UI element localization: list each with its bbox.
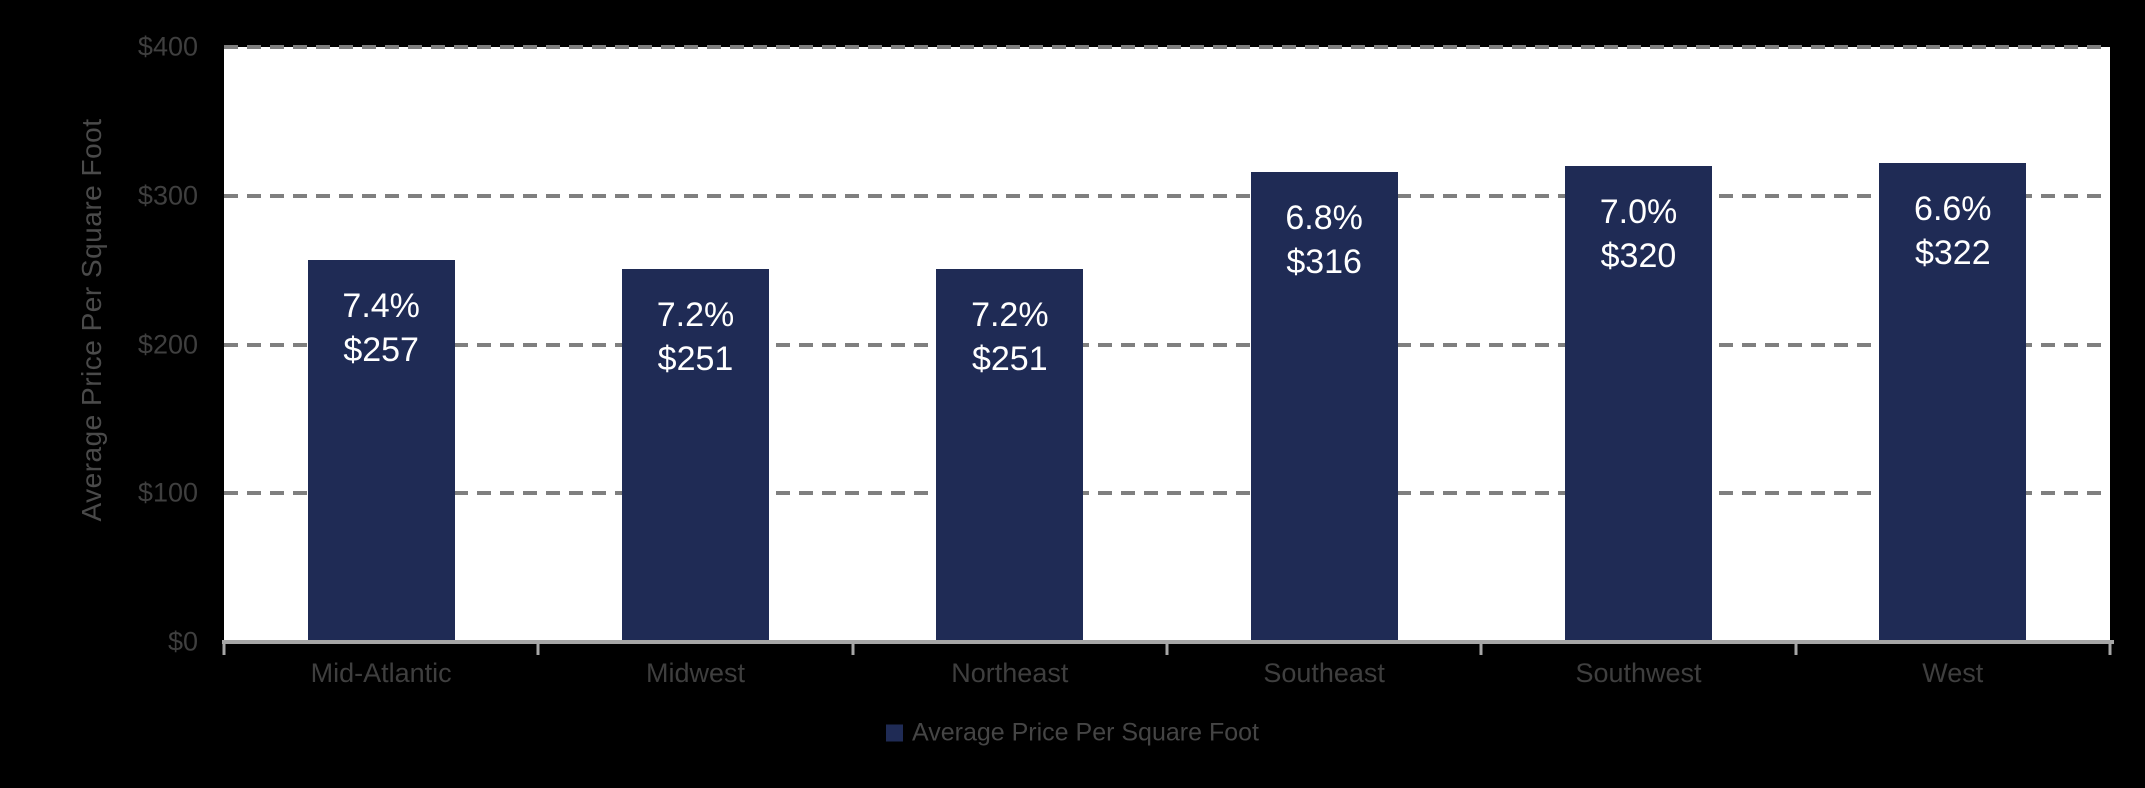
bar-label-price: $251 bbox=[657, 339, 734, 378]
bar-group-mid-atlantic: 7.4% $257 bbox=[224, 47, 538, 642]
y-tick-400: $400 bbox=[137, 31, 198, 62]
bar-label-percent: 6.6% bbox=[1914, 190, 1992, 229]
x-axis-category-labels: Mid-Atlantic Midwest Northeast Southeast… bbox=[224, 658, 2110, 689]
bar-label-percent: 7.0% bbox=[1599, 193, 1678, 231]
axis-tick bbox=[536, 642, 540, 655]
legend[interactable]: Average Price Per Square Foot bbox=[0, 719, 2145, 748]
bar-label-percent: 7.2% bbox=[656, 295, 735, 334]
plot-area bbox=[224, 45, 2110, 642]
axis-tick bbox=[1794, 642, 1798, 655]
bar-midwest[interactable]: 7.2% $251 bbox=[621, 268, 769, 642]
y-tick-0: $0 bbox=[167, 626, 198, 657]
legend-swatch-icon bbox=[886, 724, 904, 742]
bar-data-label: 6.8% $316 bbox=[1251, 172, 1398, 284]
gridline-200 bbox=[224, 342, 2110, 347]
x-label-midwest: Midwest bbox=[645, 658, 745, 688]
bar-label-percent: 7.4% bbox=[342, 286, 420, 325]
bar-label-percent: 6.8% bbox=[1285, 198, 1363, 237]
x-label-mid-atlantic: Mid-Atlantic bbox=[310, 658, 452, 688]
bar-group-southwest: 7.0% $320 bbox=[1481, 47, 1795, 642]
bar-data-label: 6.6% $322 bbox=[1879, 163, 2026, 275]
bar-label-price: $320 bbox=[1600, 237, 1677, 275]
x-label-northeast: Northeast bbox=[951, 658, 1069, 688]
x-axis-ticks bbox=[222, 642, 2112, 656]
gridline-100 bbox=[224, 491, 2110, 496]
y-tick-100: $100 bbox=[137, 477, 198, 508]
x-label-southeast: Southeast bbox=[1263, 658, 1385, 688]
axis-tick bbox=[222, 642, 226, 655]
x-label-southwest: Southwest bbox=[1575, 658, 1702, 688]
bar-group-northeast: 7.2% $251 bbox=[853, 47, 1167, 642]
bar-southwest[interactable]: 7.0% $320 bbox=[1564, 166, 1712, 642]
bar-group-midwest: 7.2% $251 bbox=[538, 47, 852, 642]
axis-tick bbox=[2108, 642, 2112, 655]
y-axis-title: Average Price Per Square Foot bbox=[76, 118, 107, 522]
bar-data-label: 7.4% $257 bbox=[308, 260, 455, 372]
bar-data-label: 7.2% $251 bbox=[622, 269, 769, 381]
gridline-300 bbox=[224, 193, 2110, 198]
bar-data-label: 7.2% $251 bbox=[936, 269, 1083, 381]
bar-series: 7.4% $257 7.2% $251 7.2% $251 bbox=[224, 47, 2110, 642]
bar-group-west: 6.6% $322 bbox=[1796, 47, 2110, 642]
bar-label-price: $251 bbox=[971, 339, 1048, 378]
axis-tick bbox=[851, 642, 855, 655]
bar-mid-atlantic[interactable]: 7.4% $257 bbox=[307, 259, 455, 642]
bar-label-price: $322 bbox=[1914, 234, 1991, 273]
y-tick-200: $200 bbox=[137, 329, 198, 359]
axis-tick bbox=[1479, 642, 1483, 655]
bar-southeast[interactable]: 6.8% $316 bbox=[1250, 171, 1398, 642]
y-tick-300: $300 bbox=[137, 180, 198, 211]
y-axis-tick-labels: $400 $300 $200 $100 $0 bbox=[0, 32, 198, 657]
bar-label-price: $257 bbox=[343, 330, 419, 369]
x-label-west: West bbox=[1922, 658, 1984, 688]
bar-northeast[interactable]: 7.2% $251 bbox=[936, 268, 1084, 642]
axis-tick bbox=[1165, 642, 1169, 655]
bar-label-percent: 7.2% bbox=[971, 295, 1049, 334]
bar-west[interactable]: 6.6% $322 bbox=[1879, 163, 2027, 642]
legend-label: Average Price Per Square Foot bbox=[912, 718, 1259, 747]
gridline-400 bbox=[224, 45, 2110, 49]
bar-group-southeast: 6.8% $316 bbox=[1167, 47, 1481, 642]
bar-label-price: $316 bbox=[1286, 242, 1362, 281]
bar-data-label: 7.0% $320 bbox=[1565, 166, 1712, 278]
